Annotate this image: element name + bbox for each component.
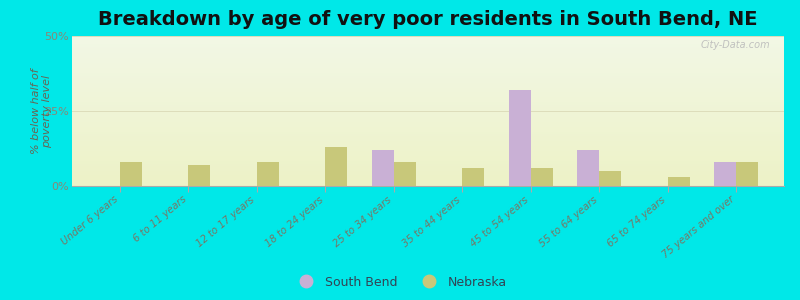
Legend: South Bend, Nebraska: South Bend, Nebraska <box>289 271 511 294</box>
Bar <box>326 147 347 186</box>
Bar <box>394 162 416 186</box>
Bar <box>509 90 530 186</box>
Bar <box>736 162 758 186</box>
Bar <box>188 165 210 186</box>
Text: City-Data.com: City-Data.com <box>700 40 770 50</box>
Bar <box>599 171 621 186</box>
Bar <box>120 162 142 186</box>
Title: Breakdown by age of very poor residents in South Bend, NE: Breakdown by age of very poor residents … <box>98 10 758 29</box>
Bar <box>372 150 394 186</box>
Bar <box>578 150 599 186</box>
Bar <box>530 168 553 186</box>
Y-axis label: % below half of
poverty level: % below half of poverty level <box>31 68 53 154</box>
Bar <box>257 162 278 186</box>
Bar <box>668 177 690 186</box>
Bar <box>714 162 736 186</box>
Bar <box>462 168 484 186</box>
